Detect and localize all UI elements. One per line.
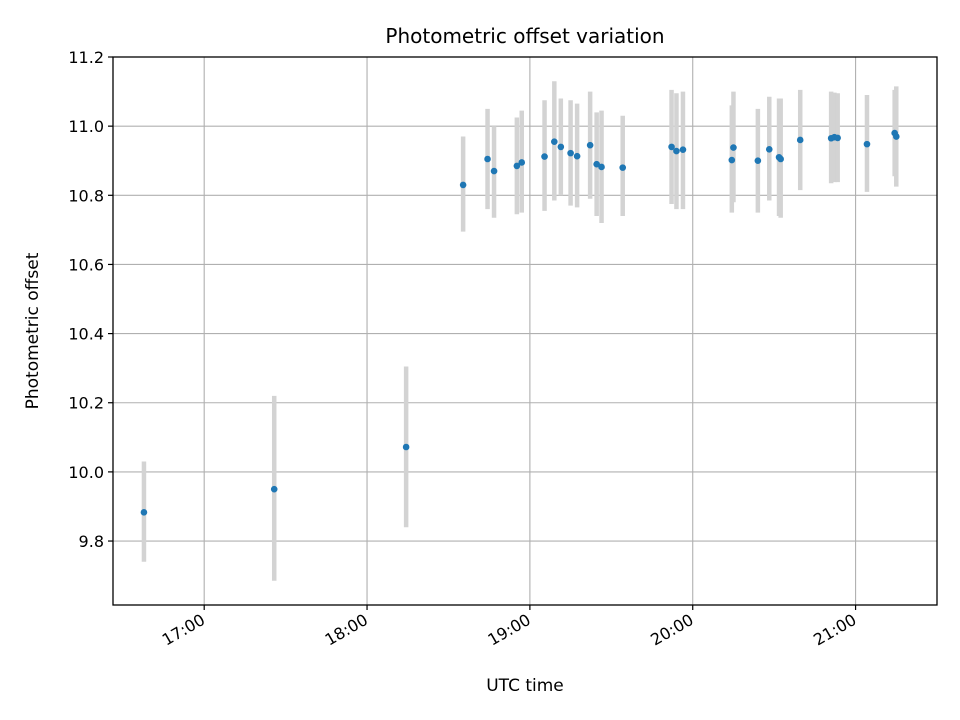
data-point xyxy=(673,147,680,155)
grid-lines xyxy=(113,56,937,605)
y-tick-label: 10.6 xyxy=(68,255,104,274)
plot-frame xyxy=(112,56,938,606)
data-point xyxy=(513,162,521,170)
x-tick-label: 18:00 xyxy=(322,610,371,650)
data-point xyxy=(754,157,762,165)
data-point xyxy=(619,164,627,171)
data-point xyxy=(892,133,900,140)
data-point xyxy=(777,155,784,163)
x-tick-label: 19:00 xyxy=(484,610,533,650)
data-point xyxy=(593,160,600,168)
y-tick-label: 11.2 xyxy=(68,48,104,67)
data-point xyxy=(490,167,498,175)
data-points xyxy=(140,129,900,516)
data-point xyxy=(459,181,467,189)
y-tick-label: 11.0 xyxy=(68,117,104,136)
data-point xyxy=(765,146,773,153)
y-axis-title: Photometric offset xyxy=(23,252,43,409)
y-tick-label: 10.8 xyxy=(68,186,104,205)
data-point xyxy=(541,153,548,160)
chart-title: Photometric offset variation xyxy=(385,24,664,48)
y-tick-label: 10.4 xyxy=(68,325,104,344)
data-point xyxy=(586,141,594,149)
data-point xyxy=(679,146,687,153)
data-point xyxy=(484,155,491,163)
data-point xyxy=(567,149,574,157)
x-tick-label: 20:00 xyxy=(647,610,696,650)
x-tick-label: 17:00 xyxy=(159,610,208,650)
data-point xyxy=(598,163,605,171)
data-point xyxy=(140,509,148,516)
y-tick-label: 9.8 xyxy=(79,532,104,551)
x-axis-title: UTC time xyxy=(486,676,564,696)
data-point xyxy=(796,136,804,144)
data-point xyxy=(402,443,410,451)
data-point xyxy=(557,143,565,151)
error-bars xyxy=(141,81,899,581)
data-point xyxy=(863,140,871,148)
y-tick-label: 10.0 xyxy=(68,463,104,482)
data-point xyxy=(551,138,558,146)
data-point xyxy=(518,159,526,166)
data-point xyxy=(730,144,737,151)
data-point xyxy=(668,143,675,151)
data-point xyxy=(573,152,581,160)
data-point xyxy=(728,156,736,164)
data-point xyxy=(270,485,278,493)
x-tick-label: 21:00 xyxy=(810,610,859,650)
y-tick-label: 10.2 xyxy=(68,394,104,413)
data-point xyxy=(834,134,841,142)
